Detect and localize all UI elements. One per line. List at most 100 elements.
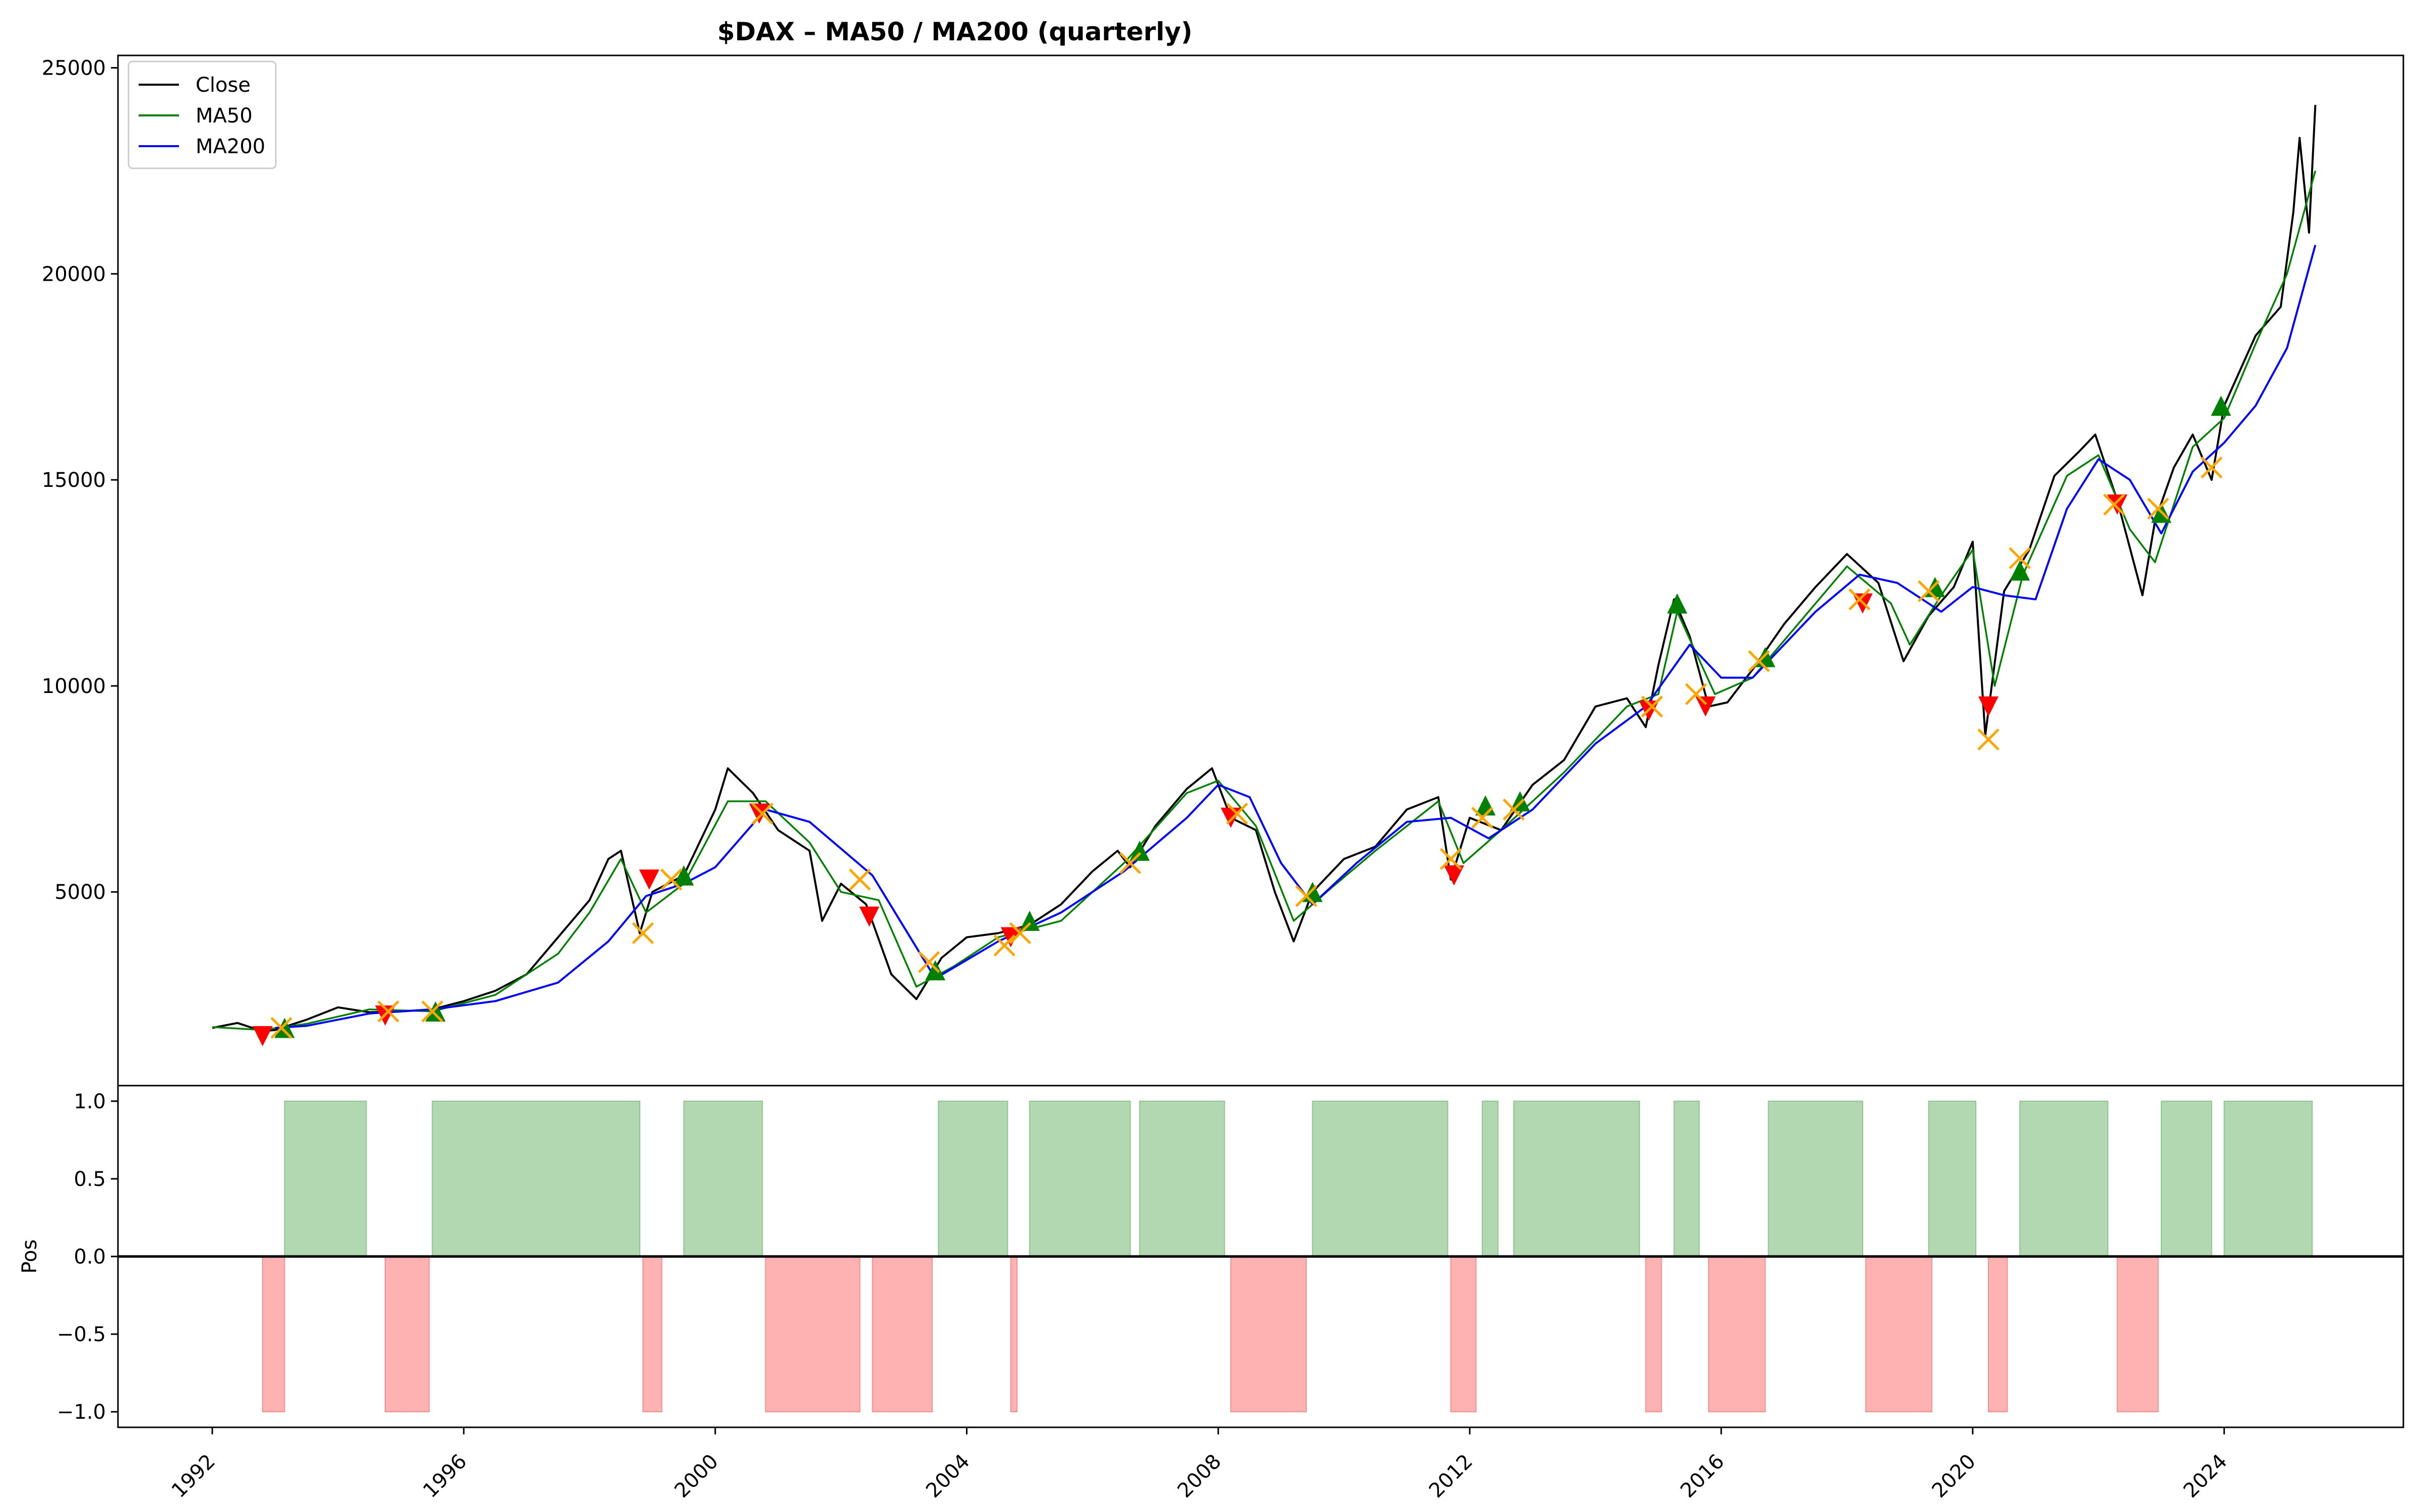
exit-marker-stroke [1295, 885, 1317, 907]
exit-marker-stroke [1917, 580, 1940, 602]
price-y-tick-label: 15000 [42, 469, 106, 492]
exit-marker-stroke [1502, 798, 1525, 821]
position-y-tick-label: 0.0 [74, 1245, 106, 1269]
buy-signal-marker [925, 960, 946, 981]
exit-marker-stroke [993, 934, 1016, 957]
long-position-area [1928, 1100, 1977, 1257]
sell-signal-marker [1443, 865, 1464, 886]
exit-marker-stroke [1471, 806, 1493, 829]
buy-signal-marker [1129, 840, 1150, 861]
short-position-area [384, 1256, 430, 1413]
exit-marker-stroke [421, 1000, 444, 1023]
position-panel: −1.0−0.50.00.51.0 Pos 1992 1996 2000 2004 20… [18, 1085, 2404, 1502]
exit-signal-marker [1848, 588, 1871, 610]
exit-signal-marker [1295, 885, 1317, 907]
buy-signal-marker [674, 865, 694, 886]
price-y-tick-label: 5000 [54, 881, 106, 904]
short-position-area [1987, 1256, 2008, 1413]
exit-marker-stroke [660, 868, 683, 891]
exit-signal-marker [2103, 493, 2126, 516]
short-position-area [262, 1256, 285, 1413]
long-position-area [938, 1100, 1008, 1257]
legend-box [128, 60, 277, 169]
position-y-tick-label: 0.5 [74, 1168, 106, 1191]
legend-label-ma200: MA200 [196, 135, 265, 158]
short-position-area [1010, 1256, 1018, 1413]
sell-signal-marker [252, 1026, 273, 1046]
exit-marker-stroke [1748, 650, 1770, 672]
exit-marker-stroke [632, 922, 654, 944]
short-position-area [872, 1256, 933, 1413]
buy-signal-marker [2211, 395, 2231, 416]
buy-signal-marker [2010, 560, 2030, 581]
long-position-area [1482, 1100, 1499, 1257]
exit-signal-marker [2147, 497, 2169, 520]
price-y-tick-label: 20000 [42, 263, 106, 286]
legend-label-close: Close [196, 74, 251, 97]
exit-signal-marker [421, 1000, 444, 1023]
exit-marker-stroke [2103, 493, 2126, 516]
short-position-area [1450, 1256, 1477, 1413]
sell-signal-marker [859, 906, 880, 927]
price-y-tick-label: 25000 [42, 57, 106, 80]
long-position-area [1513, 1100, 1640, 1257]
exit-signal-marker [751, 802, 773, 825]
position-y-tick-label: −0.5 [57, 1323, 106, 1346]
long-position-area [284, 1100, 367, 1257]
exit-marker-stroke [1226, 802, 1248, 825]
exit-signal-marker [1119, 852, 1141, 874]
buy-signal-marker [1667, 593, 1687, 614]
short-position-area [1708, 1256, 1766, 1413]
sell-signal-marker [1000, 927, 1021, 948]
exit-signal-marker [2200, 456, 2223, 479]
sell-signal-marker [1978, 696, 1999, 717]
sell-signal-marker [2107, 494, 2128, 515]
exit-signal-marker [377, 1000, 399, 1023]
exit-signal-marker [270, 1017, 292, 1039]
exit-marker-stroke [2009, 547, 2031, 570]
position-y-tick-label: −1.0 [57, 1401, 106, 1424]
exit-signal-marker [1471, 806, 1493, 829]
exit-marker-stroke [2147, 497, 2169, 520]
long-position-area [1029, 1100, 1131, 1257]
exit-signal-marker [849, 868, 871, 891]
short-position-area [1865, 1256, 1932, 1413]
series-line-close [212, 105, 2317, 1033]
short-position-area [1230, 1256, 1307, 1413]
long-position-area [2019, 1100, 2108, 1257]
exit-marker-stroke [849, 868, 871, 891]
long-position-area [2223, 1100, 2313, 1257]
exit-signal-marker [1009, 922, 1032, 944]
exit-marker-stroke [270, 1017, 292, 1039]
legend-label-ma50: MA50 [196, 104, 253, 128]
short-position-area [765, 1256, 861, 1413]
exit-signal-marker [1226, 802, 1248, 825]
exit-marker-stroke [1641, 696, 1663, 718]
price-y-tick-label: 10000 [42, 675, 106, 698]
price-y-axis: 5000 10000 15000 20000 25000 [42, 57, 118, 904]
short-position-area [2116, 1256, 2159, 1413]
position-plot-area [262, 1100, 2313, 1413]
long-position-area [1768, 1100, 1863, 1257]
position-y-axis-label: Pos [18, 1239, 41, 1274]
exit-marker-stroke [377, 1000, 399, 1023]
exit-signal-marker [1439, 848, 1462, 870]
sell-signal-marker [1695, 696, 1716, 717]
exit-marker-stroke [2200, 456, 2223, 479]
position-y-axis: −1.0 −0.5 0.0 0.5 1.0 [57, 1090, 118, 1424]
series-line-ma50 [212, 170, 2317, 1031]
sell-signal-marker [749, 803, 769, 824]
exit-signal-marker [1917, 580, 1940, 602]
long-position-area [1673, 1100, 1700, 1257]
long-position-area [1139, 1100, 1225, 1257]
exit-marker-stroke [1439, 848, 1462, 870]
short-position-area [642, 1256, 662, 1413]
exit-signal-marker [1641, 696, 1663, 718]
exit-signal-marker [1977, 728, 2000, 750]
buy-signal-marker [1509, 791, 1530, 811]
exit-marker-stroke [1685, 683, 1707, 706]
exit-signal-marker [1748, 650, 1770, 672]
exit-marker-stroke [1119, 852, 1141, 874]
